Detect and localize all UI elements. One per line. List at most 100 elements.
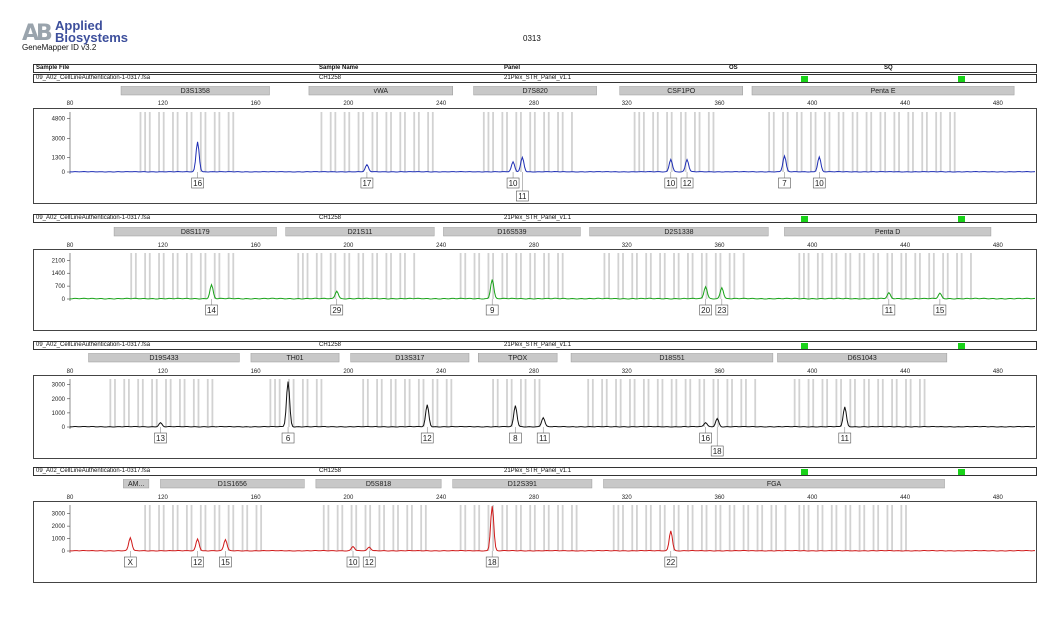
bin [501, 112, 504, 172]
allele-call[interactable]: 11 [536, 427, 550, 444]
y-tick-label: 0 [62, 549, 66, 555]
y-tick-label: 3000 [52, 383, 66, 389]
marker-th01[interactable]: TH01 [250, 353, 340, 363]
bin [547, 112, 550, 172]
marker-d13s317[interactable]: D13S317 [350, 353, 470, 363]
os-quality-flag [801, 216, 808, 222]
bin [506, 505, 508, 551]
marker-d12s391[interactable]: D12S391 [452, 479, 593, 489]
allele-call[interactable]: 17 [360, 172, 374, 189]
allele-call[interactable]: 6 [281, 427, 295, 444]
bin [515, 253, 518, 299]
allele-call[interactable]: 11 [838, 427, 852, 444]
bin [185, 112, 188, 172]
bin [183, 379, 186, 427]
marker-d16s539[interactable]: D16S539 [443, 227, 581, 237]
allele-call[interactable]: 15 [219, 551, 232, 568]
allele-call[interactable]: 12 [680, 172, 694, 189]
allele-call[interactable]: 13 [154, 427, 167, 444]
allele-call[interactable]: 14 [205, 299, 218, 316]
bin [571, 112, 573, 172]
allele-call[interactable]: 12 [420, 427, 434, 444]
marker-csf1po[interactable]: CSF1PO [619, 86, 743, 96]
bin [241, 505, 244, 551]
bin [390, 253, 392, 299]
bin [956, 253, 958, 299]
bin [828, 112, 831, 172]
allele-call[interactable]: 10 [812, 172, 826, 189]
bin [148, 253, 151, 299]
bin [673, 505, 675, 551]
y-tick-label: 3000 [52, 512, 66, 518]
bin [666, 112, 668, 172]
bin [814, 112, 817, 172]
allele-call[interactable]: 12 [362, 551, 376, 568]
allele-call[interactable]: 15 [933, 299, 947, 316]
bin [772, 112, 775, 172]
bin [803, 253, 805, 299]
x-tick-label: 400 [807, 369, 818, 375]
marker-d8s1179[interactable]: D8S1179 [113, 227, 277, 237]
bin [529, 112, 532, 172]
marker-d6s1043[interactable]: D6S1043 [777, 353, 948, 363]
bin [482, 112, 485, 172]
marker-d18s51[interactable]: D18S51 [570, 353, 774, 363]
allele-call[interactable]: 10 [346, 551, 360, 568]
marker-vwa[interactable]: vWA [308, 86, 454, 96]
marker-d2s1338[interactable]: D2S1338 [589, 227, 769, 237]
x-tick-label: 400 [807, 495, 818, 501]
allele-call[interactable]: 10 [506, 172, 520, 189]
bin [661, 379, 664, 427]
allele-call[interactable]: 29 [330, 299, 344, 316]
svg-text:10: 10 [349, 558, 358, 567]
allele-call[interactable]: 18 [710, 427, 724, 457]
allele-call[interactable]: 22 [664, 551, 678, 568]
allele-call[interactable]: 18 [485, 551, 499, 568]
bin [886, 253, 889, 299]
marker-am-[interactable]: AM... [123, 479, 150, 489]
bin [144, 505, 147, 551]
bin [619, 379, 622, 427]
allele-call[interactable]: X [124, 551, 137, 568]
bin [380, 379, 383, 427]
allele-call[interactable]: 16 [191, 172, 204, 189]
x-tick-label: 200 [343, 495, 354, 501]
allele-call[interactable]: 11 [882, 299, 896, 316]
allele-call[interactable]: 8 [509, 427, 522, 444]
bin [793, 379, 796, 427]
marker-d5s818[interactable]: D5S818 [315, 479, 442, 489]
marker-d3s1358[interactable]: D3S1358 [120, 86, 270, 96]
allele-call[interactable]: 20 [699, 299, 712, 316]
bin [218, 112, 221, 172]
bin [796, 112, 798, 172]
bin [622, 253, 624, 299]
marker-penta-e[interactable]: Penta E [751, 86, 1015, 96]
x-tick-label: 80 [67, 369, 74, 375]
marker-penta-d[interactable]: Penta D [784, 227, 992, 237]
bin [404, 379, 406, 427]
bin [863, 505, 866, 551]
allele-call[interactable]: 7 [778, 172, 791, 189]
marker-tpox[interactable]: TPOX [478, 353, 558, 363]
allele-call[interactable]: 9 [485, 299, 499, 316]
marker-d21s11[interactable]: D21S11 [285, 227, 435, 237]
marker-d19s433[interactable]: D19S433 [88, 353, 240, 363]
marker-d7s820[interactable]: D7S820 [473, 86, 597, 96]
svg-text:Penta D: Penta D [875, 229, 900, 236]
y-tick-label: 0 [62, 170, 66, 176]
allele-call[interactable]: 16 [699, 427, 712, 444]
plot-frame [33, 249, 1037, 331]
allele-call[interactable]: 11 [516, 172, 529, 202]
bin [357, 112, 360, 172]
column-sq: SQ [884, 65, 893, 71]
allele-call[interactable]: 23 [715, 299, 729, 316]
bin [515, 505, 518, 551]
bin [807, 379, 810, 427]
marker-fga[interactable]: FGA [603, 479, 945, 489]
bin [404, 112, 406, 172]
allele-call[interactable]: 10 [664, 172, 678, 189]
marker-d1s1656[interactable]: D1S1656 [160, 479, 305, 489]
x-tick-label: 480 [993, 369, 1004, 375]
allele-call[interactable]: 12 [191, 551, 204, 568]
